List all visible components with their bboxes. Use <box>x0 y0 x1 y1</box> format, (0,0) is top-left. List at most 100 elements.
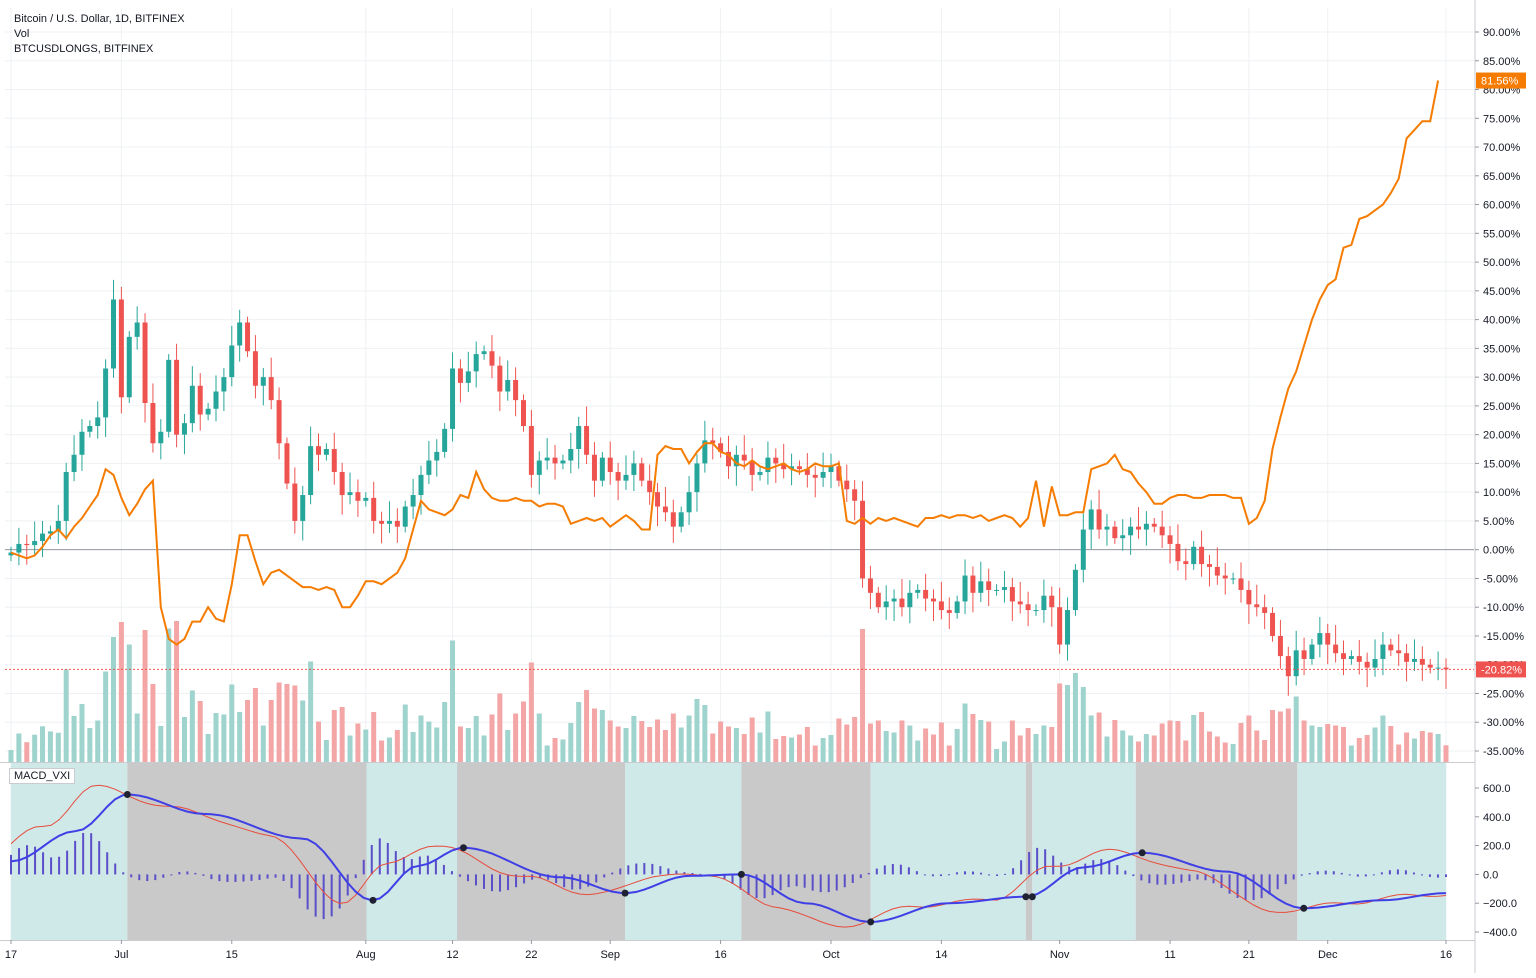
candle-body <box>1333 644 1339 654</box>
candle-body <box>647 480 653 493</box>
candle-body <box>1057 607 1063 645</box>
candle-body <box>426 460 432 475</box>
macd-histogram-bar <box>579 874 582 890</box>
macd-histogram-bar <box>1372 874 1375 876</box>
candle-body <box>308 446 314 496</box>
volume-bar <box>158 726 164 762</box>
volume-bar <box>1301 720 1307 762</box>
candle-body <box>552 457 558 464</box>
macd-histogram-bar <box>651 863 654 875</box>
candle-body <box>1143 523 1149 530</box>
candle-body <box>1128 526 1134 536</box>
volume-bar <box>1262 740 1268 762</box>
macd-histogram-bar <box>515 874 518 888</box>
macd-histogram-bar <box>531 874 534 880</box>
candle-body <box>252 351 258 386</box>
candle-body <box>394 520 400 527</box>
price-axis-label: 0.00% <box>1483 545 1514 557</box>
macd-histogram-bar <box>667 868 670 875</box>
candle-body <box>1285 656 1291 677</box>
volume-bar <box>47 731 53 762</box>
price-axis-label: 30.00% <box>1483 372 1521 384</box>
candle-body <box>631 463 637 475</box>
macd-histogram-bar <box>354 874 357 879</box>
volume-bar <box>560 739 566 762</box>
volume-bar <box>891 732 897 762</box>
volume-bar <box>1364 735 1370 762</box>
macd-cross-point <box>1022 893 1030 901</box>
candle-body <box>1435 667 1441 669</box>
macd-cross-point <box>1300 904 1308 912</box>
candle-body <box>938 601 944 611</box>
volume-bar <box>1167 720 1173 762</box>
volume-bar <box>710 733 716 762</box>
candle-body <box>1262 607 1268 613</box>
candle-body <box>1301 650 1307 659</box>
price-axis-label: 35.00% <box>1483 343 1521 355</box>
macd-histogram-bar <box>66 850 69 875</box>
candle-body <box>379 520 385 524</box>
macd-histogram-bar <box>290 874 293 889</box>
volume-bar <box>631 716 637 762</box>
macd-histogram-bar <box>835 874 838 891</box>
volume-bar <box>1348 745 1354 762</box>
volume-bar <box>426 721 432 762</box>
volume-bar <box>497 693 503 762</box>
main-legend-title: Bitcoin / U.S. Dollar, 1D, BITFINEX <box>14 13 185 25</box>
candle-body <box>710 440 716 444</box>
candle-body <box>1246 589 1252 605</box>
volume-bar <box>1001 741 1007 762</box>
candle-body <box>718 443 724 452</box>
candle-body <box>1104 526 1110 530</box>
candle-body <box>820 472 826 478</box>
volume-bar <box>1057 683 1063 762</box>
macd-histogram-bar <box>1172 874 1175 884</box>
macd-histogram-bar <box>1180 874 1183 883</box>
volume-bar <box>1411 738 1417 762</box>
macd-histogram-bar <box>683 872 686 875</box>
volume-bar <box>528 662 534 762</box>
macd-histogram-bar <box>426 855 429 875</box>
volume-bar <box>339 707 345 762</box>
volume-bar <box>867 723 873 762</box>
macd-histogram-bar <box>555 874 558 884</box>
candle-body <box>923 589 929 599</box>
time-axis-label: 22 <box>525 949 537 961</box>
candle-body <box>442 428 448 452</box>
volume-bar <box>844 724 850 762</box>
candle-body <box>670 512 676 527</box>
candle-body <box>40 533 46 542</box>
candle-body <box>749 460 755 475</box>
candle-body <box>1277 635 1283 657</box>
volume-bar <box>1143 734 1149 762</box>
macd-histogram-bar <box>787 874 790 888</box>
candle-body <box>181 423 187 435</box>
volume-bar <box>442 702 448 762</box>
macd-histogram-bar <box>1084 863 1087 875</box>
volume-bar <box>615 726 621 762</box>
time-axis-label: Sep <box>600 949 620 961</box>
volume-bar <box>1356 738 1362 762</box>
candle-body <box>702 440 708 464</box>
macd-histogram-bar <box>1292 874 1295 880</box>
volume-bar <box>505 730 511 762</box>
macd-histogram-bar <box>370 844 373 875</box>
volume-bar <box>741 734 747 762</box>
volume-bar <box>379 740 385 762</box>
volume-bar <box>1009 720 1015 762</box>
macd-histogram-bar <box>434 859 437 875</box>
candle-body <box>994 589 1000 591</box>
candle-body <box>197 385 203 415</box>
volume-bar <box>71 716 77 762</box>
volume-bar <box>213 713 219 762</box>
candle-body <box>576 426 582 450</box>
macd-histogram-bar <box>1140 874 1143 881</box>
volume-bar <box>87 728 93 762</box>
macd-histogram-bar <box>739 874 742 890</box>
candle-body <box>1396 650 1402 654</box>
volume-bar <box>1317 727 1323 762</box>
macd-axis-label: 200.0 <box>1483 841 1511 853</box>
candle-body <box>276 400 282 444</box>
candle-body <box>915 589 921 593</box>
macd-histogram-bar <box>1148 874 1151 884</box>
